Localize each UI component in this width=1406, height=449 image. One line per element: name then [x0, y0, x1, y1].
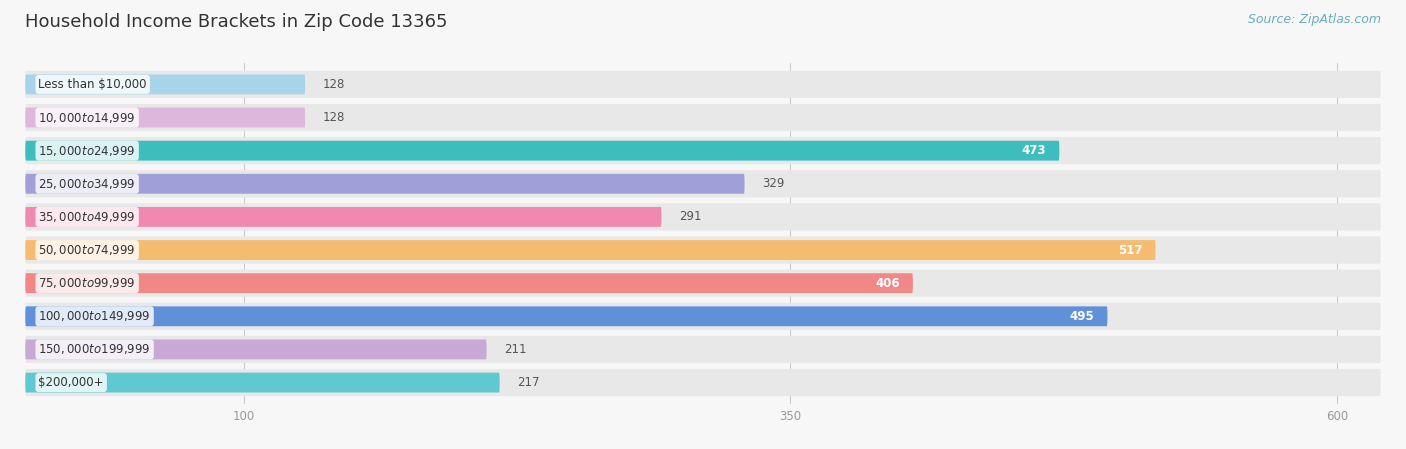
Text: 291: 291	[679, 211, 702, 224]
FancyBboxPatch shape	[25, 170, 1381, 198]
Text: Source: ZipAtlas.com: Source: ZipAtlas.com	[1247, 13, 1381, 26]
Text: Less than $10,000: Less than $10,000	[38, 78, 146, 91]
FancyBboxPatch shape	[25, 240, 1156, 260]
Text: $15,000 to $24,999: $15,000 to $24,999	[38, 144, 136, 158]
Text: $25,000 to $34,999: $25,000 to $34,999	[38, 177, 136, 191]
Text: 406: 406	[875, 277, 900, 290]
FancyBboxPatch shape	[25, 336, 1381, 363]
FancyBboxPatch shape	[25, 273, 912, 293]
Text: 495: 495	[1070, 310, 1094, 323]
Text: $75,000 to $99,999: $75,000 to $99,999	[38, 276, 136, 290]
Text: $35,000 to $49,999: $35,000 to $49,999	[38, 210, 136, 224]
Text: $200,000+: $200,000+	[38, 376, 104, 389]
Text: Household Income Brackets in Zip Code 13365: Household Income Brackets in Zip Code 13…	[25, 13, 447, 31]
Text: 517: 517	[1118, 243, 1143, 256]
FancyBboxPatch shape	[25, 339, 486, 359]
FancyBboxPatch shape	[25, 306, 1108, 326]
FancyBboxPatch shape	[25, 203, 1381, 230]
FancyBboxPatch shape	[25, 108, 305, 128]
FancyBboxPatch shape	[25, 104, 1381, 131]
FancyBboxPatch shape	[25, 141, 1059, 161]
Text: 211: 211	[505, 343, 527, 356]
FancyBboxPatch shape	[25, 71, 1381, 98]
FancyBboxPatch shape	[25, 269, 1381, 297]
FancyBboxPatch shape	[25, 303, 1381, 330]
FancyBboxPatch shape	[25, 207, 661, 227]
Text: $100,000 to $149,999: $100,000 to $149,999	[38, 309, 150, 323]
Text: $10,000 to $14,999: $10,000 to $14,999	[38, 110, 136, 124]
Text: $150,000 to $199,999: $150,000 to $199,999	[38, 343, 150, 357]
FancyBboxPatch shape	[25, 75, 305, 94]
FancyBboxPatch shape	[25, 237, 1381, 264]
Text: 217: 217	[517, 376, 540, 389]
Text: 128: 128	[322, 78, 344, 91]
Text: 128: 128	[322, 111, 344, 124]
FancyBboxPatch shape	[25, 137, 1381, 164]
Text: 473: 473	[1022, 144, 1046, 157]
Text: 329: 329	[762, 177, 785, 190]
FancyBboxPatch shape	[25, 369, 1381, 396]
Text: $50,000 to $74,999: $50,000 to $74,999	[38, 243, 136, 257]
FancyBboxPatch shape	[25, 373, 499, 392]
FancyBboxPatch shape	[25, 174, 745, 194]
